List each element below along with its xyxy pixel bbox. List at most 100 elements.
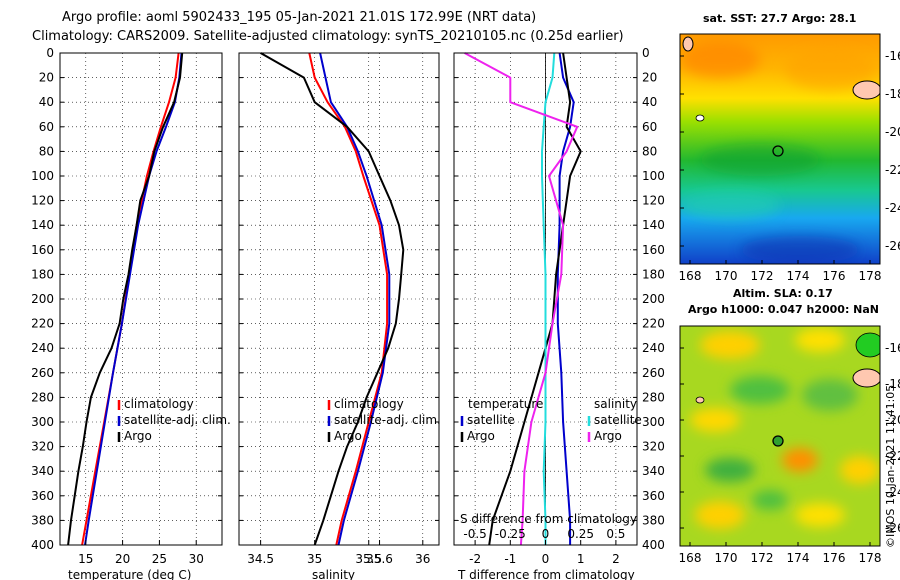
map-y-tick-label: -16 bbox=[885, 341, 900, 355]
y-tick-label: 0 bbox=[46, 46, 54, 60]
temperature-xlabel: temperature (deg C) bbox=[68, 568, 191, 580]
difference-legend: temperature satellite Argo salinity sate… bbox=[460, 397, 642, 443]
legend-climatology-label: climatology bbox=[334, 397, 404, 411]
y-tick-label: 340 bbox=[31, 464, 54, 478]
island-shape bbox=[682, 36, 694, 52]
y-tick-label: 280 bbox=[31, 390, 54, 404]
legend-satellite-label: satellite-adj. clim. bbox=[334, 413, 441, 427]
x-top-tick-label: 0 bbox=[542, 527, 550, 541]
y-tick-label: 60 bbox=[642, 120, 657, 134]
temperature-panel: 15 20 25 3002040608010012014016018020022024… bbox=[31, 46, 223, 566]
map-x-tick-label: 174 bbox=[787, 269, 810, 283]
y-tick-label: 0 bbox=[642, 46, 650, 60]
y-tick-label: 260 bbox=[31, 366, 54, 380]
legend-sal-satellite-label: satellite bbox=[594, 413, 642, 427]
island-shape bbox=[695, 114, 705, 122]
y-tick-label: 20 bbox=[39, 71, 54, 85]
x-tick-label: 30 bbox=[189, 552, 204, 566]
y-tick-label: 240 bbox=[31, 341, 54, 355]
map-y-tick-label: -26 bbox=[885, 521, 900, 535]
salinity-xlabel: salinity bbox=[312, 568, 355, 580]
map-x-tick-label: 168 bbox=[679, 551, 702, 565]
legend-argo-label: Argo bbox=[334, 429, 362, 443]
island-shape bbox=[695, 396, 705, 404]
y-tick-label: 140 bbox=[642, 218, 665, 232]
sla-argo-marker bbox=[772, 435, 784, 447]
y-tick-label: 220 bbox=[31, 317, 54, 331]
legend-satellite-label: satellite-adj. clim. bbox=[124, 413, 231, 427]
x-top-tick-label: 0.5 bbox=[606, 527, 625, 541]
map-x-tick-label: 168 bbox=[679, 269, 702, 283]
map-y-tick-label: -18 bbox=[885, 87, 900, 101]
series-line bbox=[260, 52, 405, 546]
y-tick-label: 400 bbox=[31, 538, 54, 552]
series-line bbox=[464, 52, 579, 546]
y-tick-label: 160 bbox=[31, 243, 54, 257]
map-x-tick-label: 172 bbox=[751, 269, 774, 283]
series-line bbox=[488, 52, 582, 546]
map-y-tick-label: -24 bbox=[885, 201, 900, 215]
map-y-tick-label: -24 bbox=[885, 485, 900, 499]
map-x-tick-label: 172 bbox=[751, 551, 774, 565]
y-tick-label: 140 bbox=[31, 218, 54, 232]
map-x-tick-label: 178 bbox=[859, 269, 882, 283]
legend-temp-argo-label: Argo bbox=[467, 429, 495, 443]
sla-map: Altim. SLA: 0.17 Argo h1000: 0.047 h2000… bbox=[679, 287, 900, 565]
temperature-legend: climatology satellite-adj. clim. Argo bbox=[117, 397, 231, 443]
x-tick-label: 34.5 bbox=[247, 552, 274, 566]
sst-map-title: sat. SST: 27.7 Argo: 28.1 bbox=[703, 12, 856, 25]
series-line bbox=[308, 52, 389, 546]
watermark: ©IMOS 10-Jan-2021 11:41:05 bbox=[884, 385, 897, 548]
x-tick-label: 1 bbox=[577, 552, 585, 566]
y-tick-label: 320 bbox=[642, 440, 665, 454]
x-tick-label: 2 bbox=[612, 552, 620, 566]
map-y-tick-label: -20 bbox=[885, 413, 900, 427]
salinity-panel: 34.5 35 35.535.6 36 bbox=[238, 52, 440, 566]
map-y-tick-label: -22 bbox=[885, 163, 900, 177]
sst-argo-marker bbox=[772, 145, 784, 157]
y-tick-label: 240 bbox=[642, 341, 665, 355]
y-tick-label: 100 bbox=[31, 169, 54, 183]
difference-xlabel: T difference from climatology bbox=[457, 568, 635, 580]
series-line bbox=[67, 52, 184, 546]
x-tick-label: 0 bbox=[542, 552, 550, 566]
y-tick-label: 40 bbox=[39, 95, 54, 109]
map-y-tick-label: -16 bbox=[885, 49, 900, 63]
legend-climatology-label: climatology bbox=[124, 397, 194, 411]
y-tick-label: 80 bbox=[642, 144, 657, 158]
map-x-tick-label: 170 bbox=[715, 269, 738, 283]
y-tick-label: 380 bbox=[642, 513, 665, 527]
sst-map-frame bbox=[679, 33, 881, 265]
legend-temp-satellite-label: satellite bbox=[467, 413, 515, 427]
map-x-tick-label: 178 bbox=[859, 551, 882, 565]
salinity-legend: climatology satellite-adj. clim. Argo bbox=[327, 397, 441, 443]
x-top-tick-label: -0.25 bbox=[495, 527, 526, 541]
x-tick-label: 35.6 bbox=[366, 552, 393, 566]
y-tick-label: 20 bbox=[642, 71, 657, 85]
map-y-tick-label: -18 bbox=[885, 377, 900, 391]
x-tick-label: -1 bbox=[504, 552, 516, 566]
y-tick-label: 100 bbox=[642, 169, 665, 183]
map-x-tick-label: 174 bbox=[787, 551, 810, 565]
x-top-tick-label: 0.25 bbox=[567, 527, 594, 541]
map-x-tick-label: 176 bbox=[823, 551, 846, 565]
y-tick-label: 120 bbox=[642, 194, 665, 208]
sla-map-frame bbox=[679, 325, 881, 547]
header-line-1: Argo profile: aoml 5902433_195 05-Jan-20… bbox=[62, 10, 536, 25]
map-x-tick-label: 176 bbox=[823, 269, 846, 283]
y-tick-label: 360 bbox=[642, 489, 665, 503]
y-tick-label: 360 bbox=[31, 489, 54, 503]
y-tick-label: 320 bbox=[31, 440, 54, 454]
y-tick-label: 400 bbox=[642, 538, 665, 552]
y-tick-label: 120 bbox=[31, 194, 54, 208]
x-tick-label: 35 bbox=[307, 552, 322, 566]
x-tick-label: 20 bbox=[115, 552, 130, 566]
island-shape bbox=[852, 80, 880, 100]
sla-map-title-2: Argo h1000: 0.047 h2000: NaN bbox=[688, 303, 879, 316]
island-shape bbox=[852, 368, 880, 388]
x-tick-label: 35.5 bbox=[355, 552, 382, 566]
legend-argo-label: Argo bbox=[124, 429, 152, 443]
y-tick-label: 220 bbox=[642, 317, 665, 331]
y-tick-label: 80 bbox=[39, 144, 54, 158]
sla-map-title-1: Altim. SLA: 0.17 bbox=[733, 287, 833, 300]
